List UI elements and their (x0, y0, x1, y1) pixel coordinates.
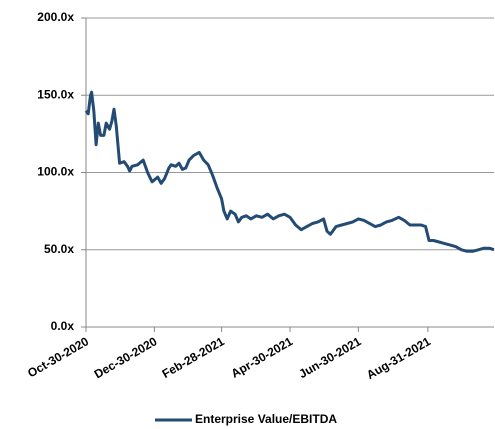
x-tick-label: Feb-28-2021 (160, 334, 227, 381)
x-tick-label: Aug-31-2021 (364, 334, 433, 382)
y-tick-label: 150.0x (37, 87, 74, 101)
x-tick-label: Jun-30-2021 (296, 334, 363, 381)
y-tick-label: 100.0x (37, 165, 74, 179)
x-tick-label: Apr-30-2021 (229, 334, 296, 381)
y-tick-label: 200.0x (37, 10, 74, 24)
x-tick-label: Oct-30-2020 (25, 334, 91, 380)
legend-label: Enterprise Value/EBITDA (195, 412, 337, 426)
y-tick-label: 0.0x (51, 319, 75, 333)
y-tick-label: 50.0x (44, 242, 74, 256)
line-series (84, 90, 495, 253)
x-tick-label: Dec-30-2020 (92, 334, 160, 381)
